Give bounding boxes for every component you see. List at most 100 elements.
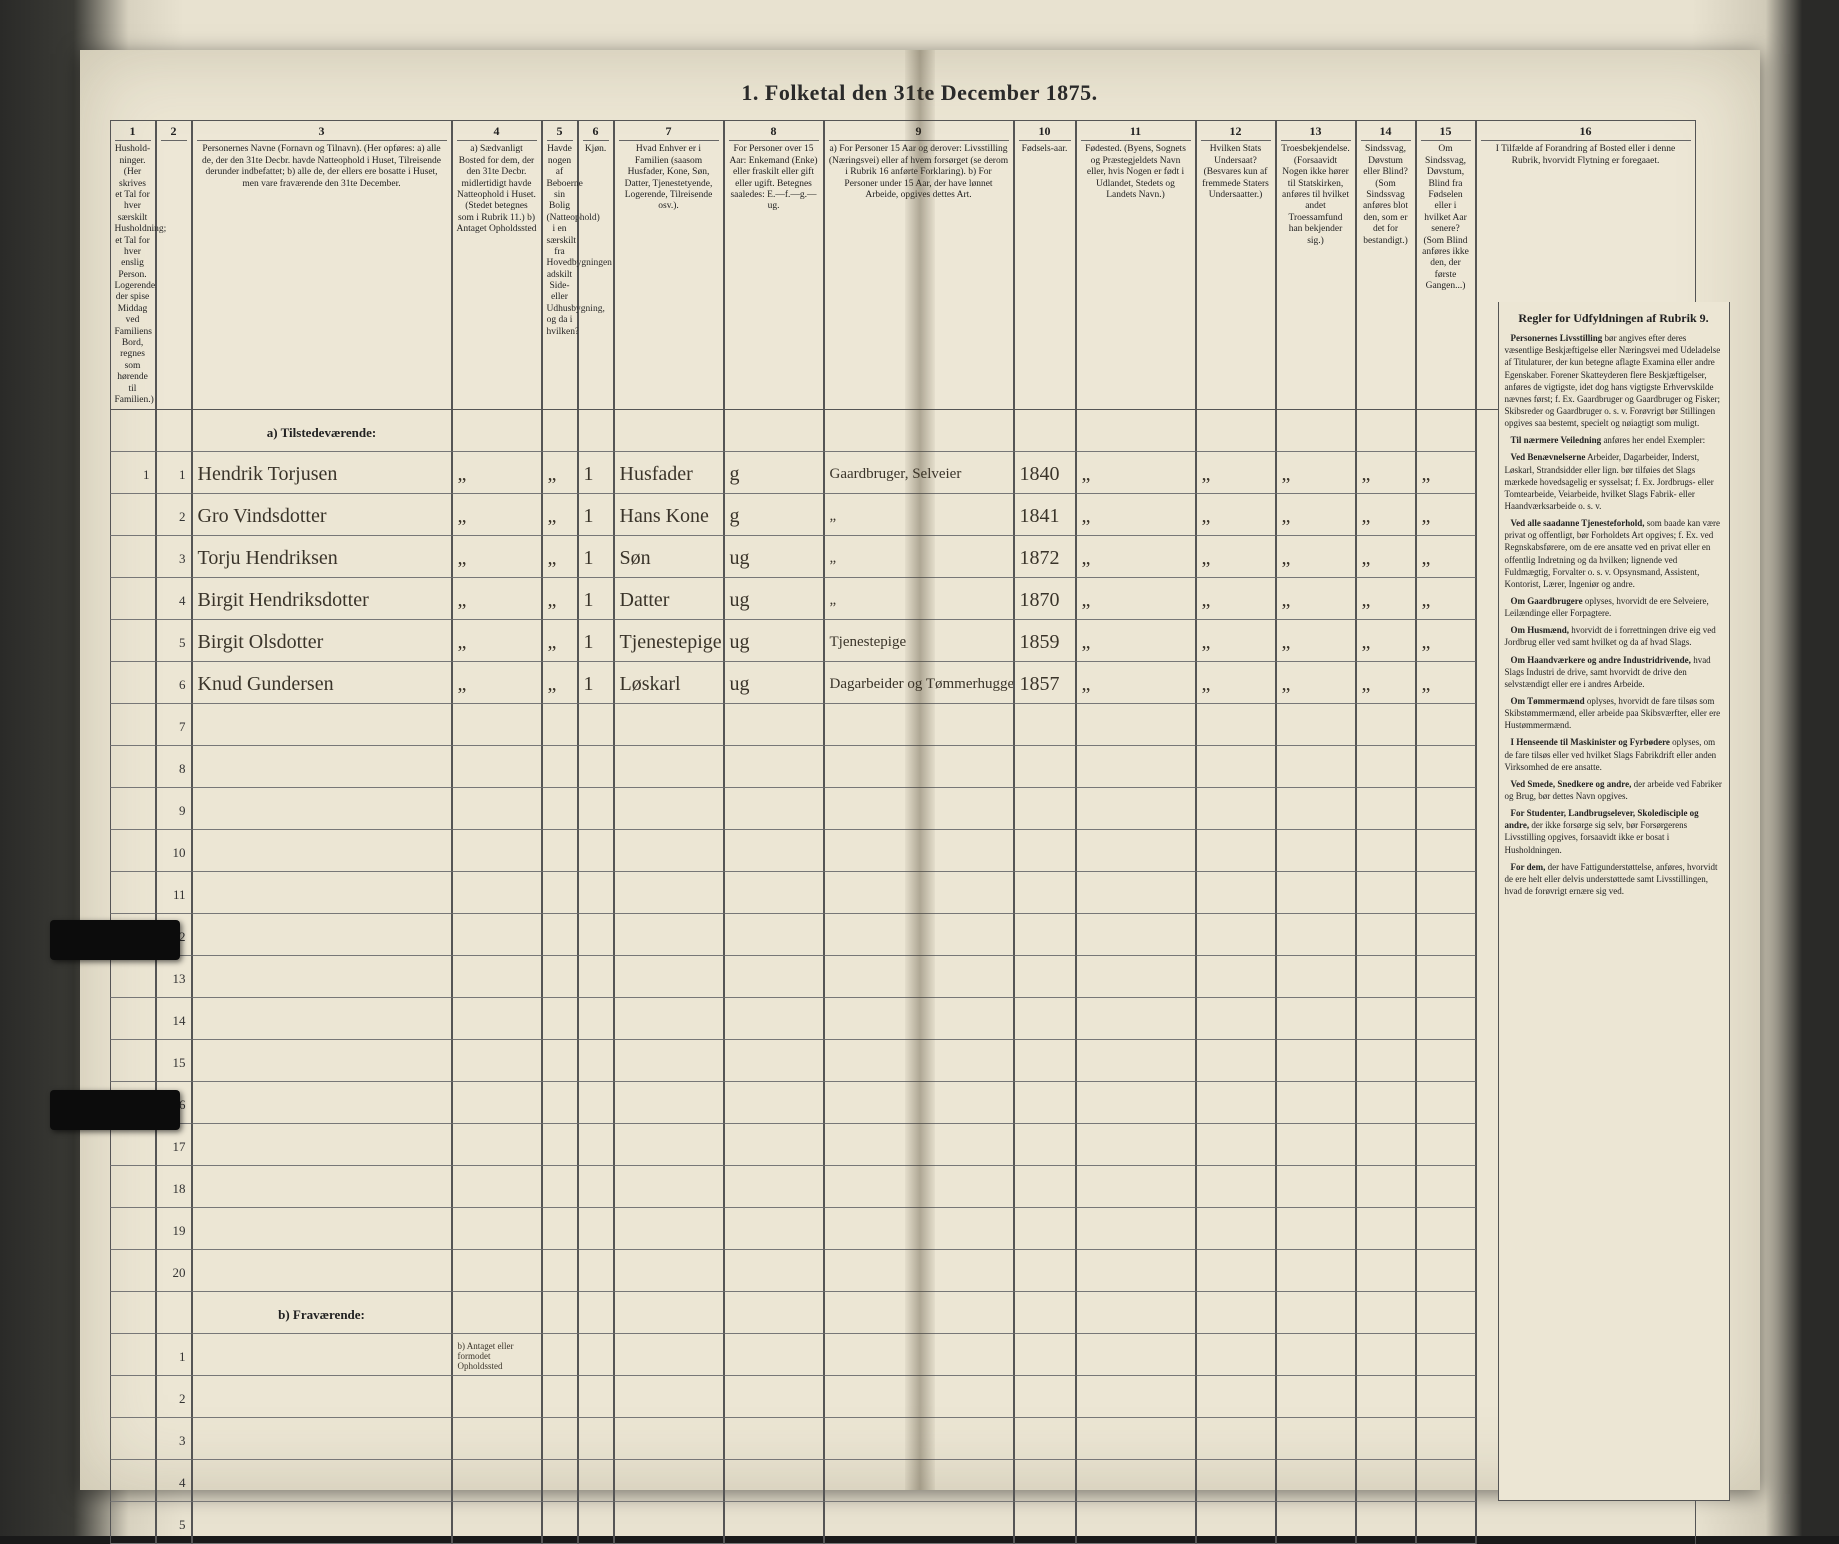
- blank-cell: [542, 704, 578, 746]
- blank-cell: [110, 1040, 156, 1082]
- column-header: 6Kjøn.: [578, 120, 614, 410]
- rules-paragraph: I Henseende til Maskinister og Fyrbødere…: [1505, 736, 1723, 772]
- blank-cell: [1476, 1502, 1696, 1544]
- column-header-text: Hvad Enhver er i Familien (saasom Husfad…: [619, 144, 719, 212]
- blank-cell: [1076, 1460, 1196, 1502]
- data-cell: „: [542, 494, 578, 536]
- blank-cell: [110, 1166, 156, 1208]
- section-cell: [724, 1292, 824, 1334]
- blank-cell: [542, 1460, 578, 1502]
- row-number: 20: [156, 1250, 192, 1292]
- column-number: 7: [619, 124, 719, 141]
- blank-cell: [1416, 1376, 1476, 1418]
- blank-cell: [614, 704, 724, 746]
- blank-cell: [578, 704, 614, 746]
- data-cell: 1: [578, 536, 614, 578]
- blank-cell: [192, 1250, 452, 1292]
- blank-cell: [192, 830, 452, 872]
- blank-cell: [1416, 1124, 1476, 1166]
- section-cell: [614, 1292, 724, 1334]
- rules-paragraph: Om Gaardbrugere oplyses, hvorvidt de ere…: [1505, 595, 1723, 619]
- section-cell: [1276, 410, 1356, 452]
- column-header-text: Kjøn.: [583, 144, 609, 155]
- section-cell: [824, 1292, 1014, 1334]
- blank-cell: [192, 1208, 452, 1250]
- rules-lead: Om Gaardbrugere: [1511, 596, 1583, 606]
- data-cell: „: [824, 494, 1014, 536]
- data-cell: „: [1196, 662, 1276, 704]
- blank-cell: [1076, 1124, 1196, 1166]
- data-cell: 1872: [1014, 536, 1076, 578]
- rules-lead: Ved Benævnelserne: [1511, 452, 1586, 462]
- blank-cell: [1276, 872, 1356, 914]
- rules-lead: Til nærmere Veiledning: [1511, 435, 1602, 445]
- blank-cell: [1276, 1082, 1356, 1124]
- blank-cell: [1014, 1460, 1076, 1502]
- blank-cell: [1196, 872, 1276, 914]
- blank-cell: [1014, 1208, 1076, 1250]
- blank-cell: [824, 746, 1014, 788]
- blank-cell: [1076, 1166, 1196, 1208]
- data-cell: „: [1356, 578, 1416, 620]
- blank-cell: [1196, 914, 1276, 956]
- blank-cell: [452, 1082, 542, 1124]
- column-header-text: a) For Personer 15 Aar og derover: Livss…: [829, 144, 1009, 201]
- data-cell: 1857: [1014, 662, 1076, 704]
- column-header-text: Fødested. (Byens, Sognets og Præstegjeld…: [1081, 144, 1191, 201]
- data-cell: „: [1076, 620, 1196, 662]
- blank-cell: [192, 1460, 452, 1502]
- rules-lead: Om Tømmermænd: [1511, 696, 1585, 706]
- blank-cell: [110, 830, 156, 872]
- data-cell: „: [1076, 494, 1196, 536]
- blank-cell: [824, 1418, 1014, 1460]
- column-header: 9a) For Personer 15 Aar og derover: Livs…: [824, 120, 1014, 410]
- household-number: [110, 620, 156, 662]
- blank-cell: [1196, 1040, 1276, 1082]
- blank-cell: [1014, 872, 1076, 914]
- data-cell: Dagarbeider og Tømmerhugger: [824, 662, 1014, 704]
- blank-cell: [1416, 1502, 1476, 1544]
- blank-cell: [1416, 914, 1476, 956]
- data-cell: „: [1196, 452, 1276, 494]
- data-cell: „: [452, 452, 542, 494]
- archive-clip-2: [50, 1090, 180, 1130]
- blank-cell: [1416, 956, 1476, 998]
- data-cell: „: [1076, 452, 1196, 494]
- blank-cell: [1076, 1418, 1196, 1460]
- blank-cell: [578, 1502, 614, 1544]
- blank-cell: [452, 1208, 542, 1250]
- data-cell: 1870: [1014, 578, 1076, 620]
- blank-cell: [192, 704, 452, 746]
- blank-cell: [824, 914, 1014, 956]
- blank-cell: [192, 914, 452, 956]
- blank-cell: [724, 956, 824, 998]
- section-cell: [824, 410, 1014, 452]
- blank-cell: [824, 1166, 1014, 1208]
- blank-cell: [1416, 746, 1476, 788]
- row-number: 7: [156, 704, 192, 746]
- blank-cell: [578, 1208, 614, 1250]
- blank-cell: [192, 1124, 452, 1166]
- rules-lead: Om Haandværkere og andre Industridrivend…: [1511, 655, 1691, 665]
- blank-cell: [724, 1376, 824, 1418]
- data-cell: „: [452, 536, 542, 578]
- blank-cell: [1276, 1502, 1356, 1544]
- blank-cell: [578, 914, 614, 956]
- column-header: 2: [156, 120, 192, 410]
- data-cell: ug: [724, 662, 824, 704]
- section-cell: [542, 410, 578, 452]
- blank-cell: [542, 1250, 578, 1292]
- blank-cell: [110, 998, 156, 1040]
- blank-cell: [452, 1418, 542, 1460]
- column-number: 15: [1421, 124, 1471, 141]
- blank-cell: b) Antaget eller formodet Opholdssted: [452, 1334, 542, 1376]
- household-number: [110, 494, 156, 536]
- blank-cell: [192, 1082, 452, 1124]
- data-cell: „: [1276, 620, 1356, 662]
- blank-cell: [1196, 704, 1276, 746]
- rules-column: Regler for Udfyldningen af Rubrik 9.Pers…: [1498, 302, 1730, 1501]
- blank-cell: [1416, 1418, 1476, 1460]
- blank-cell: [724, 1250, 824, 1292]
- blank-cell: [614, 1460, 724, 1502]
- blank-cell: [578, 830, 614, 872]
